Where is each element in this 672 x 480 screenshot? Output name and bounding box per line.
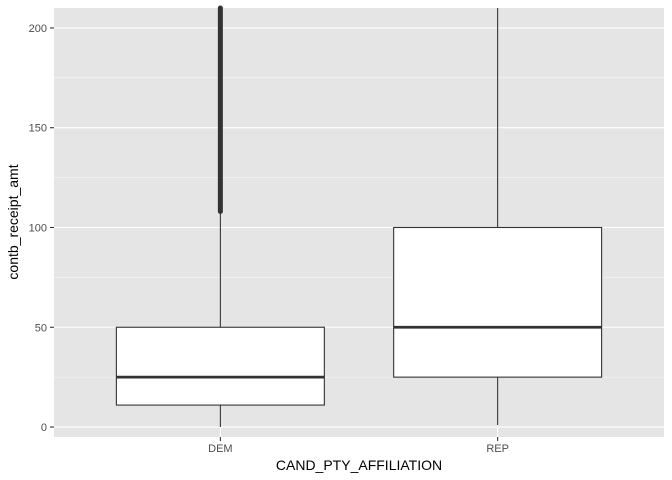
x-tick-label: DEM xyxy=(208,443,232,455)
y-axis-title: contb_receipt_amt xyxy=(5,164,21,279)
box-rep xyxy=(393,8,603,426)
x-tick-label: REP xyxy=(486,443,509,455)
x-axis-ticks: DEM REP xyxy=(208,437,509,455)
box-iqr xyxy=(115,326,325,406)
y-tick-label: 0 xyxy=(41,422,47,434)
y-tick-label: 150 xyxy=(29,123,47,135)
box-iqr xyxy=(393,226,603,378)
y-tick-label: 100 xyxy=(29,222,47,234)
x-axis-title: CAND_PTY_AFFILIATION xyxy=(276,457,442,473)
boxes xyxy=(115,5,603,428)
y-tick-label: 50 xyxy=(35,322,47,334)
y-axis-ticks: 0 50 100 150 200 xyxy=(29,23,54,434)
y-tick-label: 200 xyxy=(29,23,47,35)
box-dem xyxy=(115,5,325,428)
